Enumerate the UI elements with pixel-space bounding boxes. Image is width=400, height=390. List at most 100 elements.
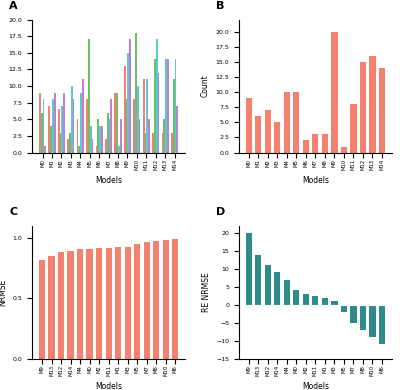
Legend: Total: Total [303,232,328,248]
Bar [80,93,82,152]
Bar [173,80,175,152]
Bar [164,119,165,152]
Bar [50,126,52,152]
Bar [99,126,101,152]
Bar [39,93,41,152]
Bar [312,296,318,305]
Bar [303,140,309,152]
Bar [62,106,63,152]
Bar [255,255,262,305]
Bar [88,39,90,152]
Bar [90,126,92,152]
X-axis label: Models: Models [95,176,122,184]
Bar [71,86,73,152]
Bar [148,119,150,152]
Bar [162,133,164,152]
Bar [350,305,356,323]
Legend: Env1, Env2, Env3, Env4: Env1, Env2, Env3, Env4 [66,232,150,248]
Bar [108,119,110,152]
Bar [58,252,64,359]
Bar [126,99,128,152]
Bar [360,305,366,330]
Bar [137,86,139,152]
Bar [58,109,60,152]
Bar [77,119,78,152]
Bar [135,33,137,152]
X-axis label: Models: Models [95,382,122,390]
Bar [172,239,178,359]
Text: C: C [9,207,17,217]
Bar [105,139,107,152]
Bar [165,59,167,152]
Bar [118,146,120,152]
Bar [128,53,129,152]
Bar [331,32,338,152]
Bar [120,119,122,152]
Y-axis label: Count: Count [201,74,210,98]
Bar [322,298,328,305]
Bar [369,56,376,152]
Bar [360,62,366,152]
Bar [133,99,135,152]
Bar [255,116,262,152]
Bar [86,99,88,152]
X-axis label: Models: Models [302,382,329,390]
Bar [293,291,300,305]
Y-axis label: Count: Count [0,74,3,98]
Bar [274,273,280,305]
Bar [167,59,169,152]
Bar [110,99,112,152]
Bar [369,305,376,337]
Bar [284,280,290,305]
Bar [341,305,347,312]
Bar [52,99,54,152]
Bar [92,139,93,152]
Bar [86,249,93,359]
Bar [54,93,56,152]
Bar [67,139,69,152]
Bar [144,133,146,152]
Bar [176,106,178,152]
Bar [96,146,97,152]
Bar [146,80,148,152]
Bar [107,113,108,152]
Bar [42,99,44,152]
Bar [97,119,99,152]
Bar [350,104,356,152]
Bar [124,247,131,359]
Bar [274,122,280,152]
Bar [48,256,55,359]
Bar [101,126,103,152]
Bar [331,301,338,305]
Bar [114,93,116,152]
Bar [78,146,80,152]
Bar [293,92,300,152]
Bar [379,305,385,344]
Bar [143,80,144,152]
Y-axis label: NRMSE: NRMSE [0,278,7,306]
Bar [129,39,131,152]
Text: A: A [9,1,18,11]
Bar [41,113,42,152]
Bar [265,110,271,152]
Bar [77,249,83,359]
Bar [96,248,102,359]
Bar [68,250,74,359]
Bar [152,133,154,152]
Y-axis label: RE NRMSE: RE NRMSE [202,272,210,312]
Bar [153,241,159,359]
Bar [44,146,46,152]
Bar [154,59,156,152]
Text: D: D [216,207,225,217]
Bar [312,135,318,152]
Bar [73,99,74,152]
Bar [39,260,45,359]
Bar [341,147,347,152]
Bar [139,119,140,152]
Bar [144,242,150,359]
Bar [48,106,50,152]
Bar [158,73,159,152]
Bar [106,248,112,359]
Bar [246,98,252,152]
Bar [284,92,290,152]
